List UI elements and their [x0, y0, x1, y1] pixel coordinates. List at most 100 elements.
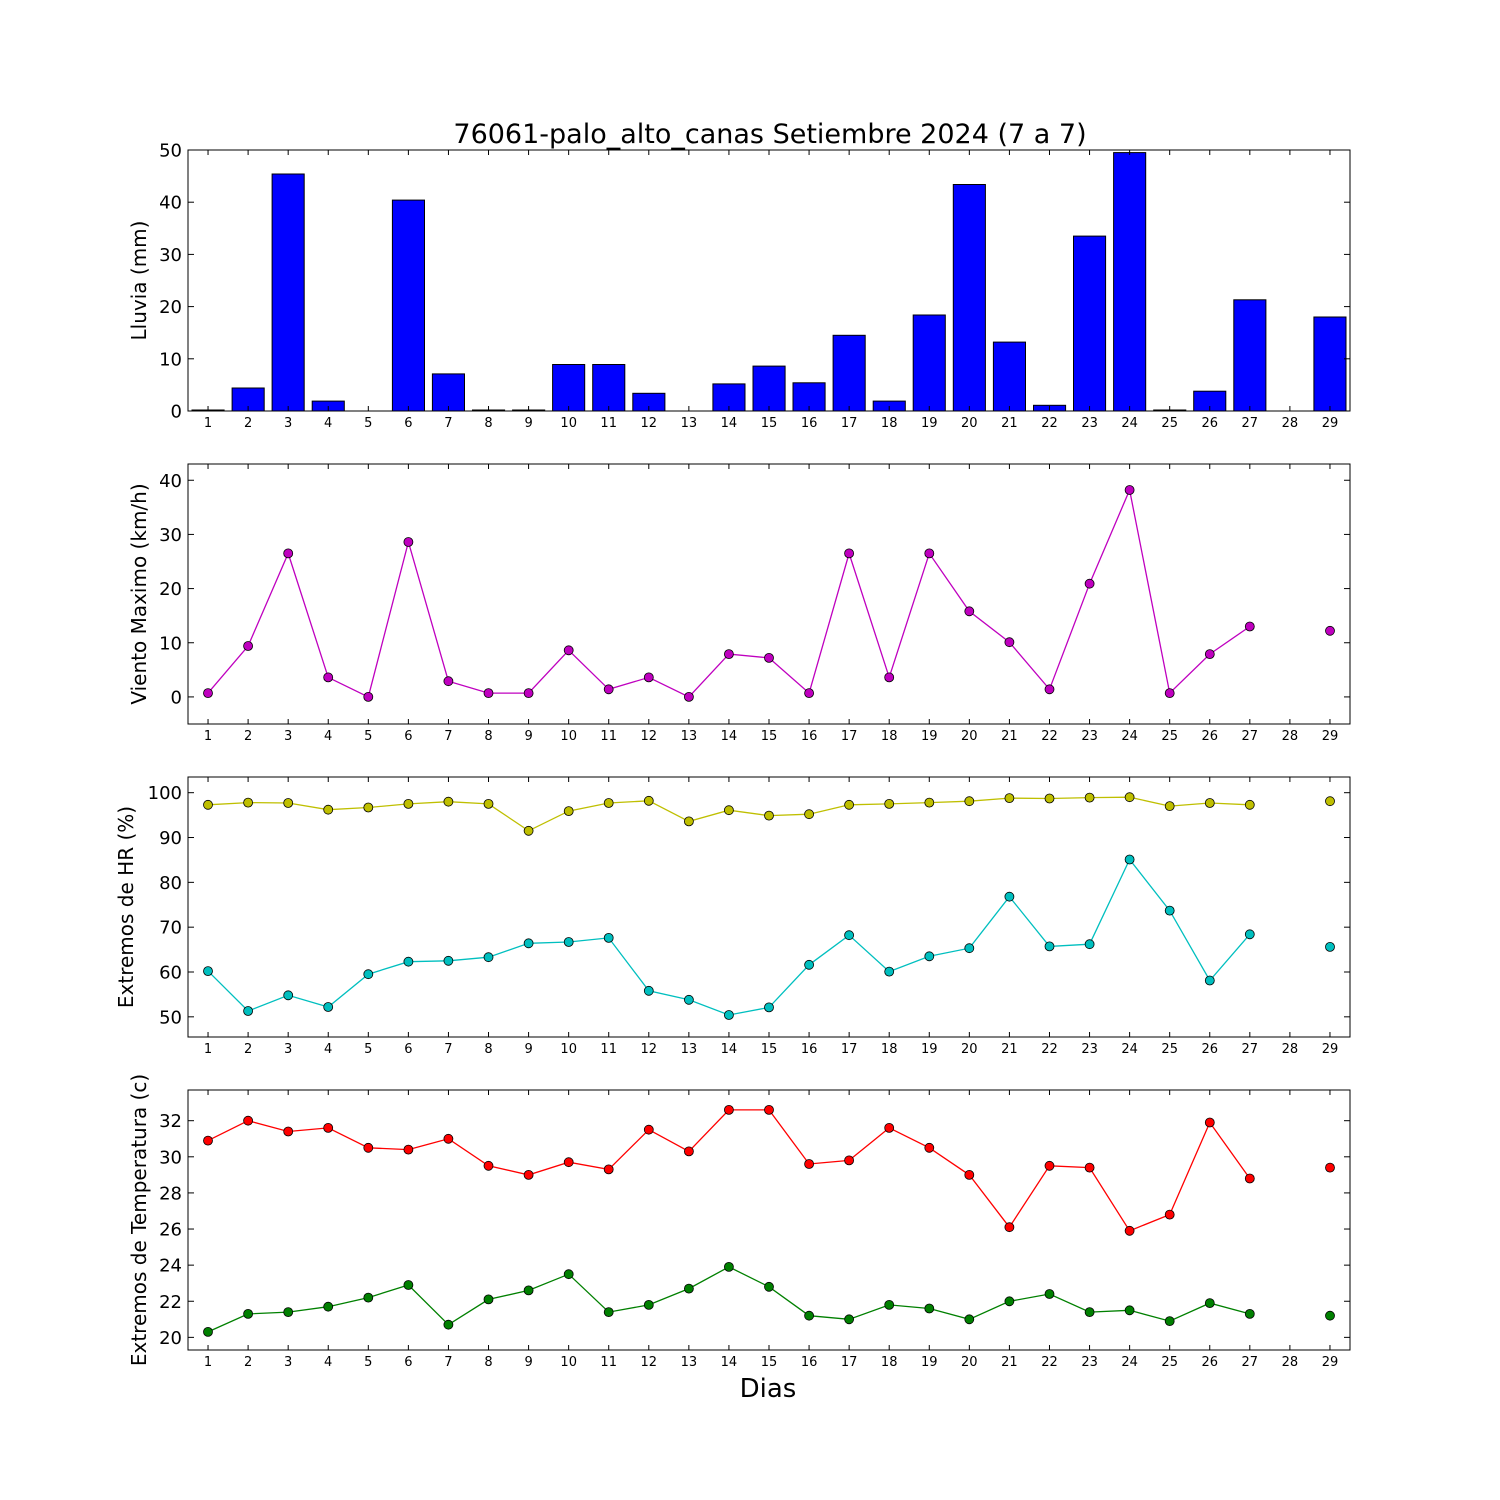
rain-xtick-label-13: 13 — [681, 416, 698, 431]
wind-xtick-label-8: 8 — [484, 729, 492, 744]
wind-xtick-label-24: 24 — [1121, 729, 1138, 744]
humidity-series-1-point-day-19 — [924, 797, 935, 808]
humidity-series-2-point-day-26 — [1204, 975, 1215, 986]
wind-ytick-label-40: 40 — [159, 471, 182, 492]
wind-ytick-label-20: 20 — [159, 579, 182, 600]
humidity-ytick-label-70: 70 — [159, 918, 182, 939]
rain-xtick-label-12: 12 — [641, 416, 658, 431]
rain-bar-day-27 — [1233, 299, 1267, 412]
temperature-series-1-point-day-14 — [724, 1105, 734, 1115]
wind-xtick-label-20: 20 — [961, 729, 978, 744]
wind-xtick-label-23: 23 — [1081, 729, 1098, 744]
humidity-series-1-point-day-11 — [603, 798, 614, 808]
humidity-series-1-point-day-10 — [563, 806, 574, 816]
rain-xtick-label-16: 16 — [801, 416, 818, 431]
rain-xtick-label-2: 2 — [244, 416, 252, 431]
temperature-series-1-point-day-3 — [283, 1126, 294, 1137]
humidity-series-1-point-day-2 — [243, 797, 254, 808]
rain-xtick-label-9: 9 — [524, 416, 532, 431]
wind-series-1-point-day-6 — [403, 537, 414, 547]
temperature-series-1-point-day-2 — [243, 1115, 254, 1126]
rain-xtick-label-19: 19 — [921, 416, 938, 431]
rain-bar-day-20 — [952, 184, 986, 412]
humidity-series-2-point-day-11 — [603, 933, 614, 943]
rain-xtick-label-8: 8 — [484, 416, 492, 431]
temperature-series-2-point-day-16 — [804, 1310, 814, 1321]
temperature-xtick-label-2: 2 — [244, 1355, 252, 1370]
wind-xtick-label-2: 2 — [244, 729, 252, 744]
humidity-series-2-point-day-25 — [1164, 905, 1175, 916]
temperature-xtick-label-21: 21 — [1001, 1355, 1018, 1370]
wind-xtick-label-25: 25 — [1161, 729, 1178, 744]
rain-xtick-label-14: 14 — [721, 416, 738, 431]
humidity-series-1-point-day-27 — [1244, 799, 1255, 810]
rain-xtick-label-17: 17 — [841, 416, 858, 431]
rain-bar-day-24 — [1113, 152, 1147, 412]
wind-xtick-label-9: 9 — [524, 729, 532, 744]
temperature-xtick-label-24: 24 — [1121, 1355, 1138, 1370]
temperature-xtick-label-26: 26 — [1202, 1355, 1219, 1370]
wind-y-axis-label: Viento Maximo (km/h) — [127, 483, 151, 704]
humidity-series-2-point-day-19 — [924, 951, 935, 962]
temperature-series-1-point-day-17 — [844, 1155, 854, 1166]
temperature-series-1-point-day-12 — [643, 1124, 654, 1135]
temperature-series-2-point-day-14 — [724, 1262, 734, 1272]
humidity-series-1-point-day-16 — [804, 809, 814, 820]
humidity-series-1-point-day-24 — [1124, 792, 1135, 803]
temperature-series-2-point-day-9 — [523, 1285, 534, 1296]
wind-series-1-point-day-17 — [844, 548, 854, 559]
temperature-series-1-point-day-26 — [1204, 1117, 1215, 1128]
temperature-series-2-point-day-4 — [323, 1301, 334, 1312]
wind-series-1-point-day-18 — [884, 672, 895, 683]
humidity-xtick-label-24: 24 — [1121, 1042, 1138, 1057]
wind-series-1-point-day-25 — [1164, 688, 1175, 698]
humidity-xtick-label-21: 21 — [1001, 1042, 1018, 1057]
rain-xtick-label-29: 29 — [1322, 416, 1339, 431]
humidity-ytick-label-80: 80 — [159, 873, 182, 894]
humidity-series-2-point-day-24 — [1124, 854, 1135, 865]
rain-bar-day-11 — [592, 364, 626, 412]
humidity-series-1-point-day-13 — [684, 816, 694, 827]
temperature-ytick-label-24: 24 — [159, 1256, 182, 1277]
rain-xtick-label-24: 24 — [1121, 416, 1138, 431]
humidity-series-1-point-day-20 — [964, 796, 975, 807]
rain-xtick-label-22: 22 — [1041, 416, 1058, 431]
rain-bar-day-19 — [912, 314, 946, 412]
temperature-series-2-point-day-27 — [1244, 1309, 1255, 1319]
temperature-series-1-point-day-22 — [1044, 1160, 1055, 1171]
wind-xtick-label-4: 4 — [324, 729, 332, 744]
humidity-series-1-point-day-5 — [363, 802, 374, 813]
temperature-xtick-label-7: 7 — [444, 1355, 452, 1370]
temperature-xtick-label-20: 20 — [961, 1355, 978, 1370]
humidity-series-2-point-day-12 — [643, 985, 654, 996]
temperature-xtick-label-10: 10 — [560, 1355, 577, 1370]
humidity-series-2-point-day-21 — [1004, 891, 1015, 902]
wind-series-1-point-day-11 — [603, 684, 614, 695]
wind-xtick-label-17: 17 — [841, 729, 858, 744]
rain-bar-day-7 — [431, 373, 465, 412]
rain-xtick-label-1: 1 — [204, 416, 212, 431]
rain-xtick-label-18: 18 — [881, 416, 898, 431]
temperature-series-2-point-day-3 — [283, 1307, 294, 1317]
wind-series-1-point-day-22 — [1044, 684, 1055, 695]
wind-xtick-label-21: 21 — [1001, 729, 1018, 744]
humidity-xtick-label-3: 3 — [284, 1042, 292, 1057]
rain-xtick-label-20: 20 — [961, 416, 978, 431]
temperature-ytick-label-20: 20 — [159, 1328, 182, 1349]
temperature-series-1-point-day-6 — [403, 1144, 414, 1155]
humidity-xtick-label-14: 14 — [721, 1042, 738, 1057]
humidity-y-axis-label: Extremos de HR (%) — [114, 806, 138, 1008]
temperature-ytick-label-32: 32 — [159, 1111, 182, 1132]
wind-xtick-label-6: 6 — [404, 729, 412, 744]
temperature-series-1-point-day-11 — [603, 1164, 614, 1175]
temperature-series-2-point-day-21 — [1004, 1296, 1015, 1307]
x-axis-label: Dias — [740, 1374, 797, 1404]
humidity-series-2-point-day-20 — [964, 943, 975, 954]
wind-series-1-point-day-2 — [243, 641, 254, 651]
wind-xtick-label-14: 14 — [721, 729, 738, 744]
humidity-series-2-point-day-27 — [1244, 929, 1255, 940]
humidity-series-1-point-day-3 — [283, 798, 294, 808]
humidity-series-1-point-day-29 — [1325, 796, 1335, 807]
rain-ytick-label-50: 50 — [159, 141, 182, 162]
humidity-series-1-point-day-7 — [443, 796, 454, 807]
